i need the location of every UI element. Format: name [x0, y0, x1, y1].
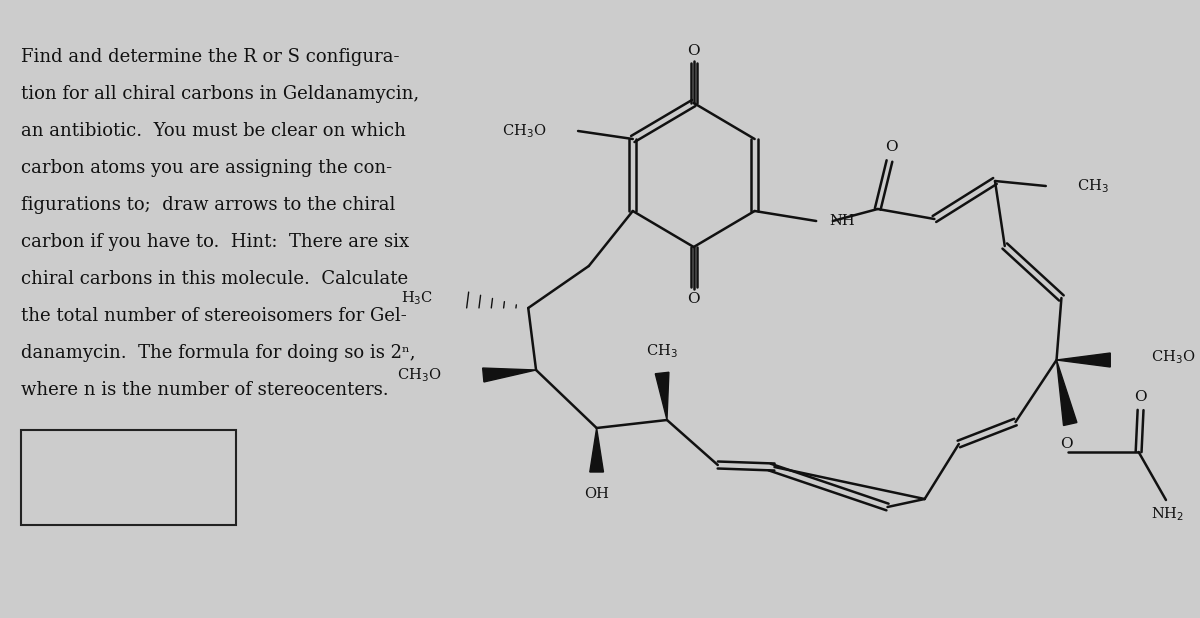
Text: where n is the number of stereocenters.: where n is the number of stereocenters.	[22, 381, 389, 399]
Text: carbon if you have to.  Hint:  There are six: carbon if you have to. Hint: There are s…	[22, 233, 409, 251]
Text: an antibiotic.  You must be clear on which: an antibiotic. You must be clear on whic…	[22, 122, 407, 140]
Text: H$_3$C: H$_3$C	[401, 289, 433, 307]
Text: danamycin.  The formula for doing so is 2ⁿ,: danamycin. The formula for doing so is 2…	[22, 344, 416, 362]
Text: NH: NH	[829, 214, 854, 228]
Text: tion for all chiral carbons in Geldanamycin,: tion for all chiral carbons in Geldanamy…	[22, 85, 420, 103]
Text: the total number of stereoisomers for Gel-: the total number of stereoisomers for Ge…	[22, 307, 407, 325]
Text: O: O	[1134, 390, 1147, 404]
Polygon shape	[1056, 360, 1076, 426]
Text: O: O	[688, 292, 700, 306]
Text: CH$_3$O: CH$_3$O	[503, 122, 547, 140]
Polygon shape	[655, 372, 668, 420]
Text: O: O	[1060, 437, 1073, 451]
Text: O: O	[688, 44, 700, 58]
Text: Find and determine the R or S configura-: Find and determine the R or S configura-	[22, 48, 400, 66]
Text: OH: OH	[584, 487, 610, 501]
Text: chiral carbons in this molecule.  Calculate: chiral carbons in this molecule. Calcula…	[22, 270, 409, 288]
Text: CH$_3$: CH$_3$	[1078, 177, 1109, 195]
Text: O: O	[886, 140, 898, 154]
Text: CH$_3$O: CH$_3$O	[1151, 348, 1195, 366]
Text: CH$_3$: CH$_3$	[647, 342, 678, 360]
Polygon shape	[1056, 353, 1110, 367]
Text: carbon atoms you are assigning the con-: carbon atoms you are assigning the con-	[22, 159, 392, 177]
Polygon shape	[482, 368, 536, 382]
Text: figurations to;  draw arrows to the chiral: figurations to; draw arrows to the chira…	[22, 196, 396, 214]
Bar	[22, 430, 236, 525]
Polygon shape	[589, 428, 604, 472]
Text: CH$_3$O: CH$_3$O	[397, 366, 442, 384]
Text: NH$_2$: NH$_2$	[1151, 505, 1184, 523]
